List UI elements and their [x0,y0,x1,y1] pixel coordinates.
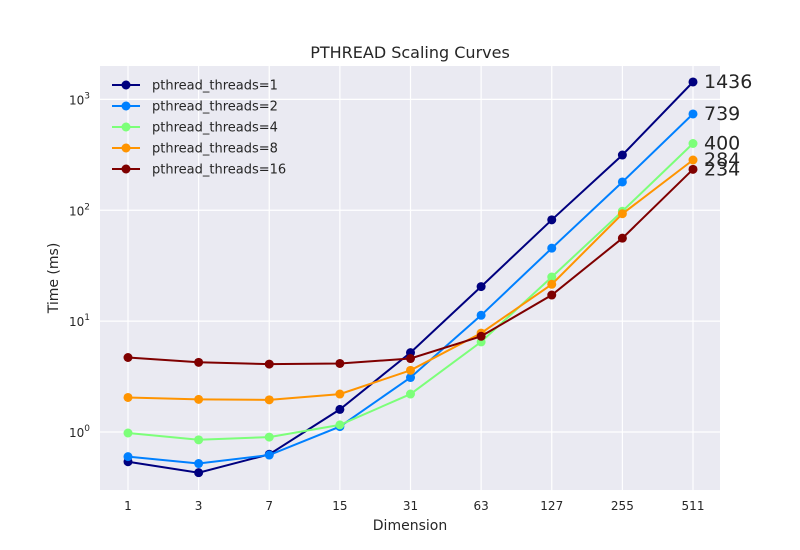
data-point [264,359,274,369]
end-value-label: 1436 [704,71,752,93]
data-point [476,310,486,320]
data-point [194,435,204,445]
data-point [406,373,415,383]
series-layer [123,77,698,478]
y-axis: 100 101 102 103 [69,91,90,440]
legend-marker [121,122,131,132]
data-point [335,420,345,430]
data-point [476,282,486,292]
legend-marker [121,143,131,153]
data-point [264,450,274,460]
data-point [264,395,274,405]
data-point [547,243,557,253]
data-point [123,392,133,402]
data-point [617,209,627,219]
series-5 [123,164,698,369]
data-point [194,459,204,469]
data-point [688,164,698,174]
x-tick-label: 127 [540,499,563,513]
legend-marker [121,80,131,90]
data-point [547,279,557,289]
x-tick-label: 31 [403,499,418,513]
x-tick-label: 1 [124,499,132,513]
y-tick-label: 100 [69,424,90,440]
data-point [547,272,557,282]
data-point [688,109,698,119]
end-value-label: 234 [704,158,740,180]
x-tick-label: 7 [265,499,273,513]
data-point [335,358,345,368]
data-point [617,233,627,243]
legend-label: pthread_threads=2 [152,100,278,115]
legend-item: pthread_threads=1 [112,79,278,94]
y-tick-label: 103 [69,91,90,107]
data-point [123,452,133,462]
legend-item: pthread_threads=4 [112,121,278,136]
y-tick-label: 102 [69,202,90,218]
data-point [688,139,698,149]
legend: pthread_threads=1 pthread_threads=2pthrea… [112,79,286,178]
end-value-label: 400 [704,133,740,155]
x-tick-label: 511 [682,499,705,513]
legend-label: pthread_threads=1 [152,79,278,94]
data-point [617,177,627,187]
x-tick-label: 63 [473,499,488,513]
data-point [406,365,415,375]
y-tick-label: 101 [69,313,90,329]
data-point [123,352,133,362]
data-point [688,77,698,87]
data-point [617,150,627,160]
legend-item: pthread_threads=16 [112,163,286,178]
chart-title: PTHREAD Scaling Curves [310,43,510,62]
legend-item: pthread_threads=2 [112,100,278,115]
data-point [335,389,345,399]
legend-marker [121,101,131,111]
data-point [406,354,415,364]
data-point [476,331,486,341]
data-point [688,155,698,165]
legend-item: pthread_threads=8 [112,142,278,157]
end-value-label: 739 [704,103,740,125]
y-axis-label: Time (ms) [46,243,62,315]
x-axis: 1 3 7 15 31 63 127 255 511 [124,499,704,513]
legend-label: pthread_threads=4 [152,121,278,136]
legend-label: pthread_threads=16 [152,163,286,178]
legend-label: pthread_threads=8 [152,142,278,157]
data-point [194,468,204,478]
series-3 [123,139,698,445]
data-point [194,394,204,404]
data-point [335,404,345,414]
x-tick-label: 15 [332,499,347,513]
grid-lines [100,66,720,490]
data-point [194,357,204,367]
data-point [547,215,557,225]
data-point [264,432,274,442]
x-tick-label: 3 [195,499,203,513]
data-point [406,389,415,399]
x-axis-label: Dimension [373,518,447,534]
data-point [547,290,557,300]
legend-marker [121,164,131,174]
x-tick-label: 255 [611,499,634,513]
end-value-label: 284 [704,149,740,171]
data-point [123,428,133,438]
